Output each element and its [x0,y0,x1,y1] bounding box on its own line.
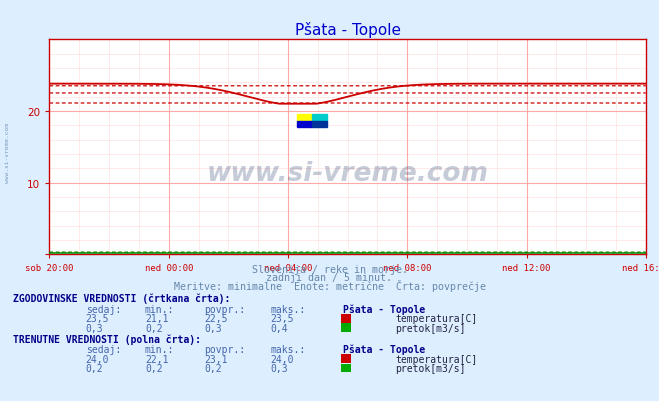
Text: Pšata - Topole: Pšata - Topole [343,344,425,354]
Text: 0,2: 0,2 [145,323,163,333]
Text: pretok[m3/s]: pretok[m3/s] [395,363,466,373]
Bar [297,115,312,122]
Text: 0,3: 0,3 [270,363,288,373]
Text: sedaj:: sedaj: [86,304,121,314]
Text: 23,5: 23,5 [270,314,294,324]
Text: ZGODOVINSKE VREDNOSTI (črtkana črta):: ZGODOVINSKE VREDNOSTI (črtkana črta): [13,293,231,304]
Title: Pšata - Topole: Pšata - Topole [295,22,401,38]
Text: 24,0: 24,0 [86,354,109,364]
Text: www.si-vreme.com: www.si-vreme.com [5,122,11,182]
Text: povpr.:: povpr.: [204,304,245,314]
Text: Pšata - Topole: Pšata - Topole [343,304,425,314]
Text: pretok[m3/s]: pretok[m3/s] [395,323,466,333]
Text: povpr.:: povpr.: [204,344,245,354]
Text: TRENUTNE VREDNOSTI (polna črta):: TRENUTNE VREDNOSTI (polna črta): [13,333,201,344]
Text: maks.:: maks.: [270,304,305,314]
Text: min.:: min.: [145,344,175,354]
Text: 22,5: 22,5 [204,314,228,324]
Text: temperatura[C]: temperatura[C] [395,354,478,364]
Text: 24,0: 24,0 [270,354,294,364]
Bar [297,122,312,128]
Text: 21,1: 21,1 [145,314,169,324]
Text: 0,2: 0,2 [204,363,222,373]
Text: temperatura[C]: temperatura[C] [395,314,478,324]
Text: Slovenija / reke in morje.: Slovenija / reke in morje. [252,264,407,274]
Text: 0,2: 0,2 [86,363,103,373]
Text: min.:: min.: [145,304,175,314]
Text: 22,1: 22,1 [145,354,169,364]
Text: 0,3: 0,3 [86,323,103,333]
Text: Meritve: minimalne  Enote: metrične  Črta: povprečje: Meritve: minimalne Enote: metrične Črta:… [173,279,486,292]
Text: maks.:: maks.: [270,344,305,354]
Text: 0,4: 0,4 [270,323,288,333]
Text: sedaj:: sedaj: [86,344,121,354]
Bar [312,115,327,122]
Text: 23,5: 23,5 [86,314,109,324]
Text: 23,1: 23,1 [204,354,228,364]
Bar [312,122,327,128]
Text: 0,3: 0,3 [204,323,222,333]
Text: 0,2: 0,2 [145,363,163,373]
Text: zadnji dan / 5 minut.: zadnji dan / 5 minut. [266,273,393,283]
Text: www.si-vreme.com: www.si-vreme.com [207,160,488,186]
